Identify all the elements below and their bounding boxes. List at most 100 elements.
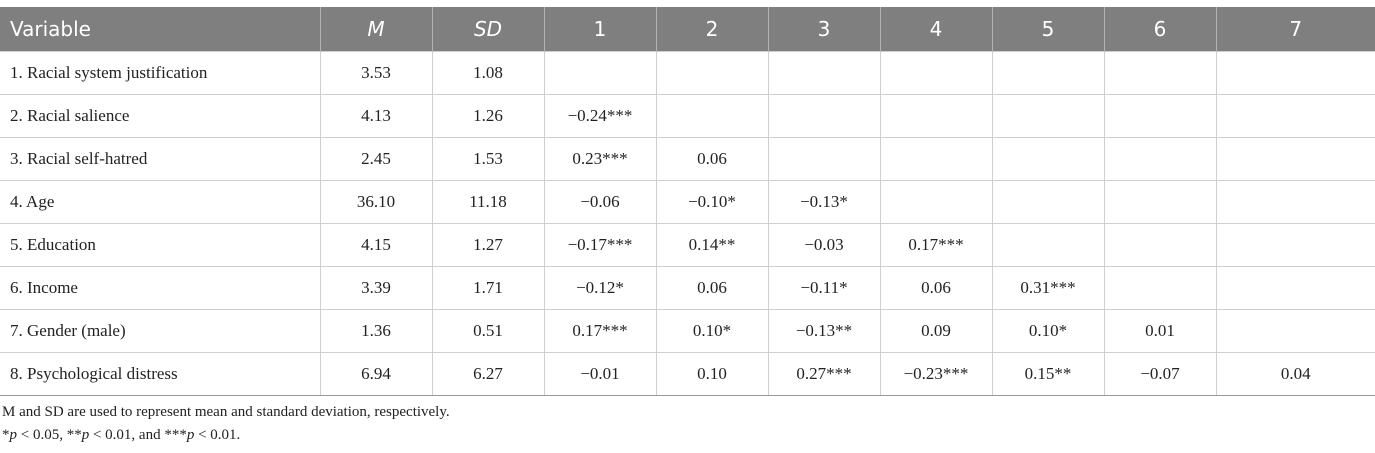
table-cell: 2.45 <box>319 137 433 181</box>
note-text: < 0.05, ** <box>17 427 82 443</box>
correlation-table: Variable M SD 1 2 3 4 5 6 7 1. Racial sy… <box>0 7 1375 396</box>
header-col-2: 2 <box>656 7 769 52</box>
table-row: 3. Racial self-hatred 2.45 1.53 0.23*** … <box>0 137 1375 181</box>
table-cell <box>767 137 881 181</box>
table-cell: −0.13* <box>767 180 881 224</box>
table-cell <box>655 94 769 138</box>
table-cell: 1.27 <box>431 223 545 267</box>
table-row: 7. Gender (male) 1.36 0.51 0.17*** 0.10*… <box>0 309 1375 353</box>
table-cell: −0.11* <box>767 266 881 310</box>
table-row: 1. Racial system justification 3.53 1.08 <box>0 51 1375 95</box>
table-cell <box>1215 137 1375 181</box>
table-cell: 0.09 <box>879 309 993 353</box>
table-cell: 0.06 <box>879 266 993 310</box>
table-cell: 0.04 <box>1215 352 1375 396</box>
table-cell: −0.10* <box>655 180 769 224</box>
table-cell <box>1103 266 1217 310</box>
table-cell: 0.14** <box>655 223 769 267</box>
table-cell: 0.27*** <box>767 352 881 396</box>
table-row: 2. Racial salience 4.13 1.26 −0.24*** <box>0 94 1375 138</box>
header-sd: SD <box>432 7 545 52</box>
table-cell: 3.39 <box>319 266 433 310</box>
table-cell: −0.07 <box>1103 352 1217 396</box>
note-p-symbol: p <box>186 427 195 443</box>
table-cell: 1.53 <box>431 137 545 181</box>
table-cell: 1.36 <box>319 309 433 353</box>
table-cell: −0.12* <box>543 266 657 310</box>
table-cell: −0.03 <box>767 223 881 267</box>
table-cell <box>879 51 993 95</box>
table-cell: −0.01 <box>543 352 657 396</box>
table-cell <box>1103 137 1217 181</box>
table-cell <box>1103 223 1217 267</box>
table-cell: −0.17*** <box>543 223 657 267</box>
table-cell <box>767 94 881 138</box>
table-cell: 0.01 <box>1103 309 1217 353</box>
table-cell <box>991 94 1105 138</box>
variable-cell: 6. Income <box>0 266 321 310</box>
table-cell: 0.31*** <box>991 266 1105 310</box>
table-cell <box>1103 94 1217 138</box>
note-text: < 0.01. <box>194 427 241 443</box>
table-cell: 6.27 <box>431 352 545 396</box>
table-cell: 11.18 <box>431 180 545 224</box>
table-cell: 3.53 <box>319 51 433 95</box>
header-col-4: 4 <box>880 7 993 52</box>
table-cell <box>991 51 1105 95</box>
table-cell <box>991 137 1105 181</box>
note-text: < 0.01, and *** <box>89 427 187 443</box>
table-cell: 0.10* <box>655 309 769 353</box>
header-variable: Variable <box>0 7 321 52</box>
table-row: 5. Education 4.15 1.27 −0.17*** 0.14** −… <box>0 223 1375 267</box>
table-cell: 6.94 <box>319 352 433 396</box>
table-cell <box>991 223 1105 267</box>
significance-note: *p < 0.05, **p < 0.01, and ***p < 0.01. <box>2 427 240 444</box>
header-col-3: 3 <box>768 7 881 52</box>
header-mean: M <box>320 7 433 52</box>
table-cell: 1.71 <box>431 266 545 310</box>
table-cell: 0.23*** <box>543 137 657 181</box>
table-cell: −0.13** <box>767 309 881 353</box>
header-col-7: 7 <box>1216 7 1375 52</box>
table-cell <box>991 180 1105 224</box>
table-cell <box>767 51 881 95</box>
table-cell: 0.06 <box>655 137 769 181</box>
table-cell: 0.17*** <box>879 223 993 267</box>
table-cell: 1.08 <box>431 51 545 95</box>
header-col-6: 6 <box>1104 7 1217 52</box>
table-cell <box>879 180 993 224</box>
table-cell <box>1215 266 1375 310</box>
table-cell <box>1215 309 1375 353</box>
variable-cell: 8. Psychological distress <box>0 352 321 396</box>
variable-cell: 7. Gender (male) <box>0 309 321 353</box>
table-cell <box>879 94 993 138</box>
table-cell <box>1215 94 1375 138</box>
table-cell: −0.23*** <box>879 352 993 396</box>
table-cell: 0.51 <box>431 309 545 353</box>
table-cell <box>1215 223 1375 267</box>
variable-cell: 1. Racial system justification <box>0 51 321 95</box>
table-cell: 1.26 <box>431 94 545 138</box>
table-row: 8. Psychological distress 6.94 6.27 −0.0… <box>0 352 1375 396</box>
variable-cell: 2. Racial salience <box>0 94 321 138</box>
table-cell <box>543 51 657 95</box>
table-cell: 36.10 <box>319 180 433 224</box>
header-col-5: 5 <box>992 7 1105 52</box>
table-cell: 4.15 <box>319 223 433 267</box>
table-cell <box>1215 51 1375 95</box>
table-note: M and SD are used to represent mean and … <box>2 404 450 420</box>
note-p-symbol: p <box>9 427 18 443</box>
table-cell: 0.10 <box>655 352 769 396</box>
variable-cell: 3. Racial self-hatred <box>0 137 321 181</box>
table-cell: 0.06 <box>655 266 769 310</box>
table-cell <box>1215 180 1375 224</box>
table-cell: 0.15** <box>991 352 1105 396</box>
table-cell <box>655 51 769 95</box>
table-row: 4. Age 36.10 11.18 −0.06 −0.10* −0.13* <box>0 180 1375 224</box>
note-text: * <box>2 427 10 443</box>
variable-cell: 5. Education <box>0 223 321 267</box>
header-row: Variable M SD 1 2 3 4 5 6 7 <box>0 7 1375 52</box>
table-cell: −0.24*** <box>543 94 657 138</box>
note-p-symbol: p <box>81 427 90 443</box>
table-cell <box>1103 51 1217 95</box>
